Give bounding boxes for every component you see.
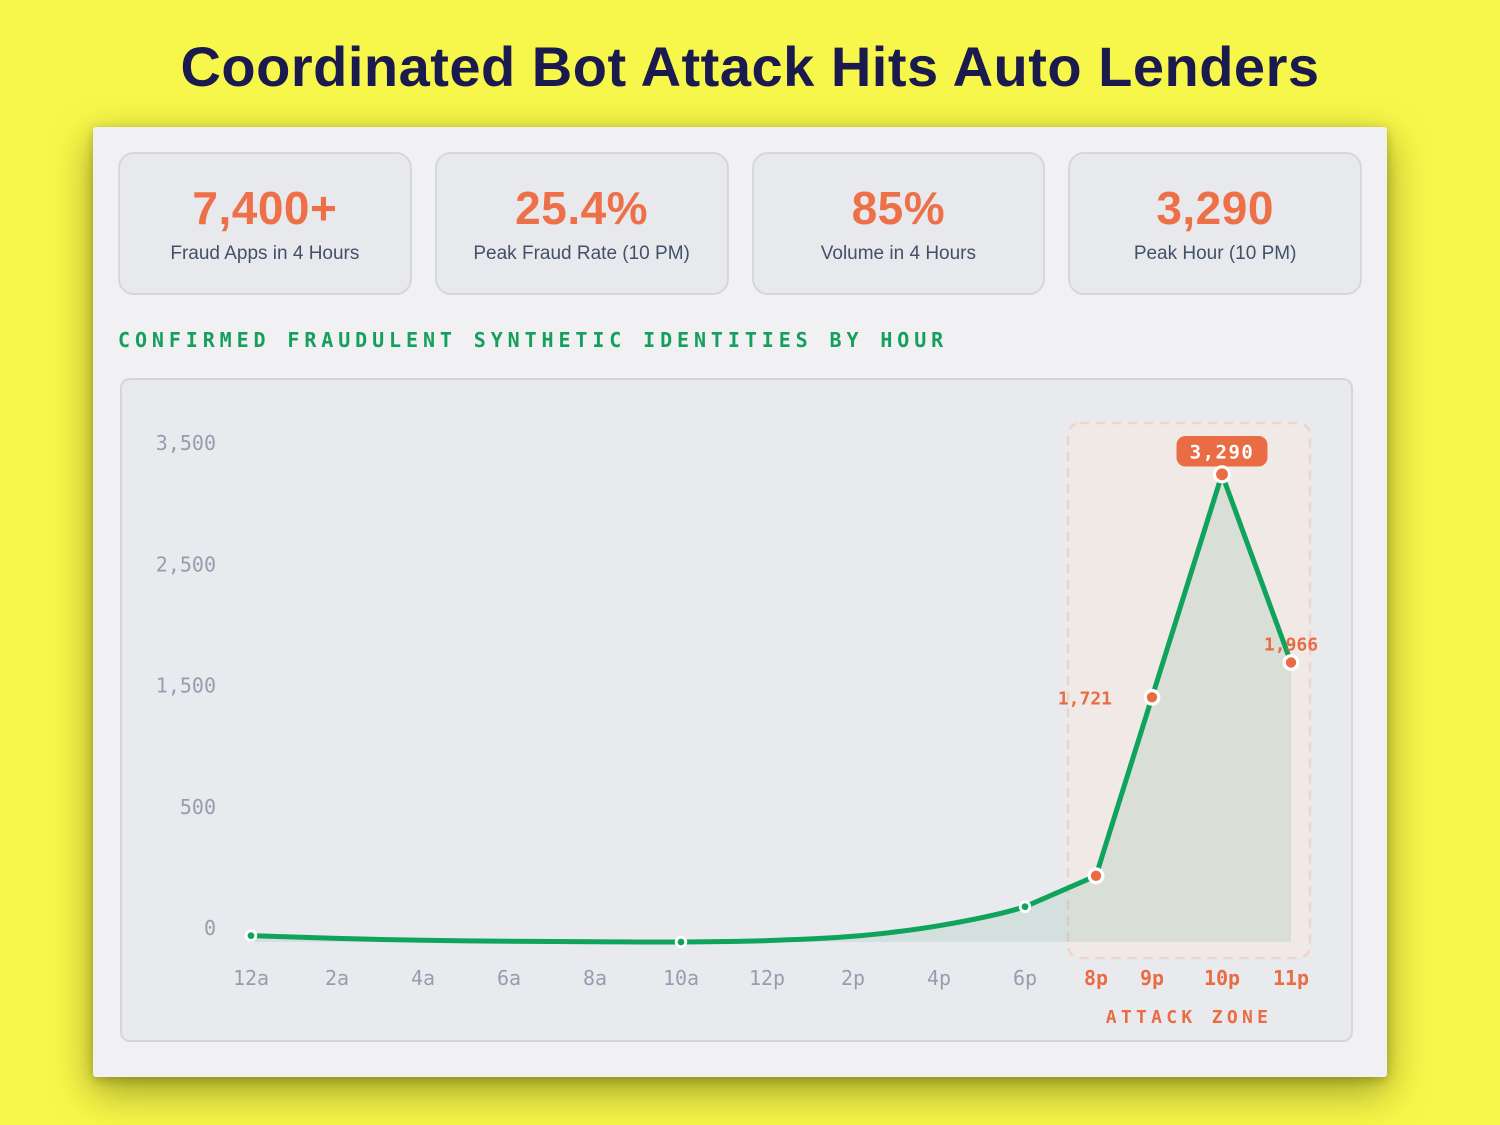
stat-card-peak-fraud-rate: 25.4% Peak Fraud Rate (10 PM): [434, 152, 729, 295]
stat-value: 25.4%: [515, 181, 649, 234]
chart-section-heading: CONFIRMED FRAUDULENT SYNTHETIC IDENTITIE…: [118, 328, 949, 352]
stats-row: 7,400+ Fraud Apps in 4 Hours 25.4% Peak …: [118, 152, 1362, 295]
data-point: [1212, 465, 1232, 484]
stat-card-peak-hour: 3,290 Peak Hour (10 PM): [1068, 152, 1362, 295]
point-label: 1,721: [1058, 688, 1112, 709]
peak-badge: [1176, 436, 1268, 467]
data-point: [1282, 654, 1300, 671]
chart-panel: 0 500 1,500 2,500 3,500 12a 2a 4a 6a 8a 10a 12p 2p 4p…: [120, 378, 1353, 1042]
area-fill: [251, 474, 1291, 943]
x-tick-label: 12a: [233, 966, 269, 990]
x-tick-label: 8a: [583, 966, 607, 990]
y-tick-label: 0: [204, 916, 216, 940]
data-point: [1018, 900, 1032, 913]
data-point: [674, 935, 688, 949]
x-tick-label: 2a: [325, 966, 349, 990]
x-tick-label: 10a: [663, 966, 699, 990]
y-tick-label: 2,500: [156, 552, 216, 576]
chart-svg: 0 500 1,500 2,500 3,500 12a 2a 4a 6a 8a 10a 12p 2p 4p…: [156, 421, 1318, 1028]
x-tick-label: 12p: [749, 966, 785, 990]
y-tick-label: 3,500: [156, 431, 216, 455]
trend-line: [248, 471, 1294, 945]
x-tick-label: 4a: [411, 966, 435, 990]
page-title: Coordinated Bot Attack Hits Auto Lenders: [180, 35, 1320, 98]
x-tick-label: 6p: [1013, 966, 1037, 990]
stat-value: 7,400+: [192, 181, 338, 234]
peak-badge-label: 3,290: [1190, 441, 1255, 463]
attack-zone-label: ATTACK ZONE: [1106, 1007, 1273, 1028]
data-point: [1143, 688, 1161, 706]
x-tick-label: 4p: [927, 966, 951, 990]
stat-label: Peak Hour (10 PM): [1133, 242, 1297, 264]
x-tick-label: 8p: [1084, 966, 1108, 990]
stat-value: 3,290: [1156, 181, 1274, 234]
x-tick-label: 2p: [841, 966, 865, 990]
stat-value: 85%: [851, 181, 946, 234]
x-tick-label: 6a: [497, 966, 521, 990]
x-tick-label: 10p: [1204, 966, 1240, 990]
stat-card-volume: 85% Volume in 4 Hours: [751, 152, 1046, 295]
stat-label: Peak Fraud Rate (10 PM): [473, 242, 690, 264]
x-tick-label: 11p: [1273, 966, 1309, 990]
x-tick-label: 9p: [1140, 966, 1164, 990]
y-tick-label: 500: [180, 795, 216, 819]
stat-label: Volume in 4 Hours: [820, 242, 976, 264]
main-card: 7,400+ Fraud Apps in 4 Hours 25.4% Peak …: [93, 127, 1387, 1077]
stat-label: Fraud Apps in 4 Hours: [170, 242, 360, 264]
data-point: [244, 929, 258, 942]
point-label: 1,966: [1264, 635, 1318, 656]
stat-card-fraud-apps: 7,400+ Fraud Apps in 4 Hours: [118, 152, 412, 295]
y-tick-label: 1,500: [156, 674, 216, 698]
data-point: [1087, 867, 1105, 885]
attack-zone-region: [1066, 421, 1312, 960]
